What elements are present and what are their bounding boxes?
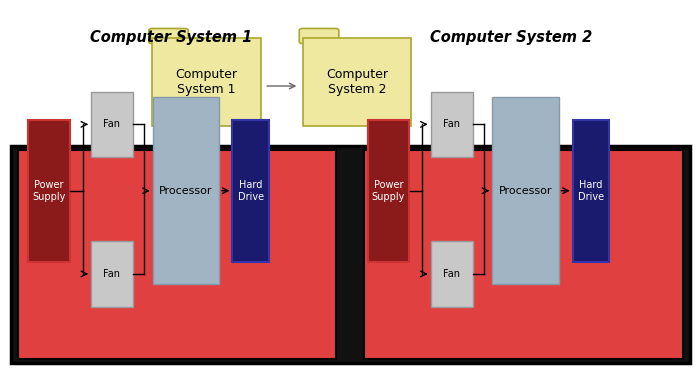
Bar [153, 97, 219, 284]
Text: Computer
System 1: Computer System 1 [176, 68, 237, 96]
Bar [91, 92, 133, 157]
FancyBboxPatch shape [152, 39, 260, 126]
Text: Fan: Fan [443, 269, 460, 279]
Bar [10, 146, 690, 363]
Text: Fan: Fan [104, 269, 120, 279]
Text: Processor: Processor [159, 186, 213, 196]
Text: Fan: Fan [104, 119, 120, 129]
Bar [232, 120, 269, 262]
Bar [18, 150, 336, 359]
Text: Hard
Drive: Hard Drive [237, 180, 264, 202]
Bar [368, 120, 409, 262]
Bar [573, 120, 609, 262]
Bar [91, 241, 133, 307]
FancyBboxPatch shape [148, 28, 188, 44]
Bar [28, 120, 70, 262]
Text: Computer
System 2: Computer System 2 [326, 68, 388, 96]
Text: Computer System 1: Computer System 1 [90, 30, 253, 45]
FancyBboxPatch shape [302, 39, 412, 126]
Text: Hard
Drive: Hard Drive [578, 180, 604, 202]
Bar [430, 241, 473, 307]
Text: Power
Supply: Power Supply [372, 180, 405, 202]
Bar [430, 92, 473, 157]
Text: Processor: Processor [498, 186, 552, 196]
Bar [492, 97, 559, 284]
Bar [364, 150, 682, 359]
FancyBboxPatch shape [300, 28, 339, 44]
Text: Fan: Fan [443, 119, 460, 129]
Text: Power
Supply: Power Supply [32, 180, 66, 202]
Text: Computer System 2: Computer System 2 [430, 30, 592, 45]
